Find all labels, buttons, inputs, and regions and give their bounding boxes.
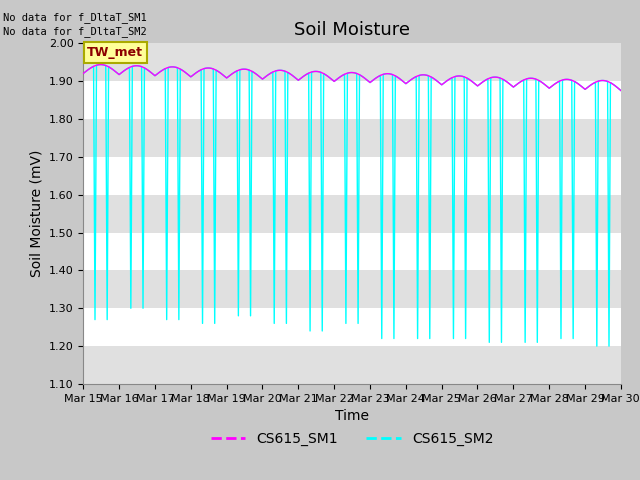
Text: No data for f_DltaT_SM2: No data for f_DltaT_SM2 — [3, 26, 147, 37]
Legend: CS615_SM1, CS615_SM2: CS615_SM1, CS615_SM2 — [205, 427, 499, 452]
Bar — [83, 346, 621, 384]
Y-axis label: Soil Moisture (mV): Soil Moisture (mV) — [29, 150, 43, 277]
Bar — [83, 43, 621, 81]
Bar — [83, 119, 621, 157]
Title: Soil Moisture: Soil Moisture — [294, 21, 410, 39]
Text: No data for f_DltaT_SM1: No data for f_DltaT_SM1 — [3, 12, 147, 23]
X-axis label: Time: Time — [335, 409, 369, 423]
Bar — [83, 195, 621, 232]
Bar — [83, 270, 621, 308]
Text: TW_met: TW_met — [88, 46, 143, 59]
